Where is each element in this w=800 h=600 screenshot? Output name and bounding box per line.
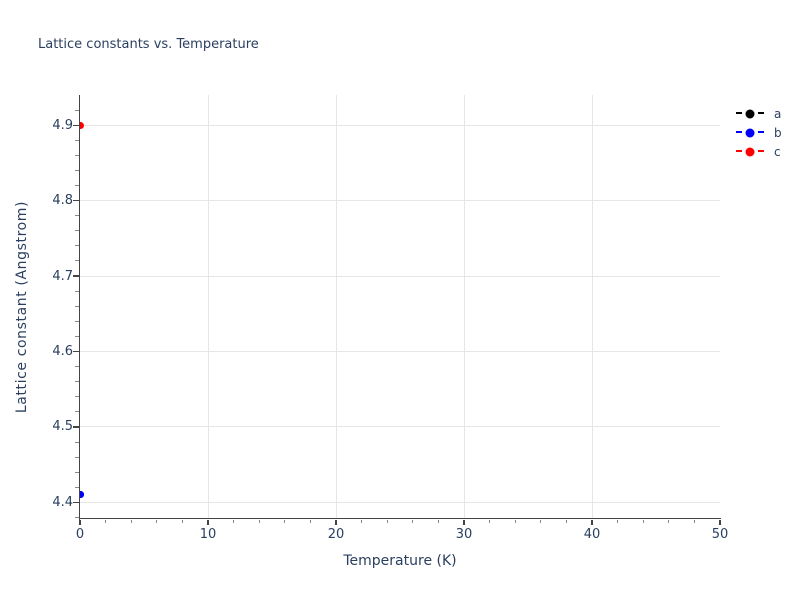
x-tick-label-0: 0: [75, 527, 85, 542]
y-minor-tick-4.88: [75, 139, 79, 141]
x-minor-tick-46: [668, 519, 670, 523]
y-tick-4.7: [73, 275, 79, 277]
x-tick-50: [719, 519, 721, 525]
x-tick-10: [207, 519, 209, 525]
x-tick-label-20: 20: [327, 527, 345, 542]
x-tick-40: [591, 519, 593, 525]
gridline-y-4.5: [80, 426, 720, 428]
legend-marker-dot-icon: [745, 147, 755, 156]
y-minor-tick-4.68: [75, 290, 79, 292]
y-minor-tick-4.38: [75, 516, 79, 518]
gridline-y-4.7: [80, 275, 720, 277]
y-tick-4.4: [73, 501, 79, 504]
x-minor-tick-18: [309, 519, 311, 523]
y-minor-tick-4.54: [75, 396, 79, 398]
legend-label-c: c: [774, 144, 781, 159]
x-minor-tick-24: [386, 519, 388, 523]
x-minor-tick-2: [105, 519, 107, 523]
data-point-c-0: [80, 121, 84, 129]
y-minor-tick-4.82: [75, 185, 79, 187]
x-tick-0: [79, 519, 81, 525]
y-minor-tick-4.84: [75, 169, 79, 171]
x-minor-tick-6: [156, 519, 158, 523]
gridline-y-4.8: [80, 200, 720, 202]
x-axis-title: Temperature (K): [343, 553, 457, 569]
x-minor-tick-36: [540, 519, 542, 523]
y-axis-line: [78, 95, 80, 520]
x-axis-line: [78, 518, 721, 520]
x-tick-label-40: 40: [583, 527, 601, 542]
x-minor-tick-48: [693, 519, 695, 523]
y-minor-tick-4.86: [75, 154, 79, 156]
legend-sample-a: [736, 109, 764, 118]
x-minor-tick-4: [130, 519, 132, 523]
x-minor-tick-28: [437, 519, 439, 523]
x-minor-tick-8: [181, 519, 183, 523]
x-minor-tick-44: [642, 519, 644, 523]
y-minor-tick-4.74: [75, 245, 79, 247]
legend-label-a: a: [774, 106, 782, 121]
legend-label-b: b: [774, 125, 782, 140]
y-minor-tick-4.62: [75, 335, 79, 337]
y-minor-tick-4.42: [75, 486, 79, 488]
gridline-x-20: [335, 95, 337, 519]
x-minor-tick-12: [233, 519, 235, 523]
legend-marker-dot-icon: [745, 109, 755, 118]
chart-title: Lattice constants vs. Temperature: [38, 37, 259, 52]
y-tick-4.5: [73, 426, 79, 428]
y-minor-tick-4.52: [75, 411, 79, 413]
x-tick-label-30: 30: [455, 527, 473, 542]
y-tick-label-4.9: 4.9: [52, 117, 73, 133]
data-point-b-0: [80, 491, 84, 499]
x-tick-20: [335, 519, 337, 525]
legend-item-b[interactable]: b: [736, 123, 782, 142]
y-tick-label-4.7: 4.7: [52, 268, 73, 284]
y-minor-tick-4.56: [75, 381, 79, 383]
gridline-x-30: [463, 95, 465, 519]
y-tick-4.6: [73, 350, 79, 353]
gridline-y-4.9: [80, 124, 720, 126]
y-tick-label-4.5: 4.5: [52, 419, 73, 435]
gridline-y-4.4: [80, 501, 720, 503]
y-minor-tick-4.48: [75, 441, 79, 443]
y-minor-tick-4.92: [75, 109, 79, 111]
y-minor-tick-4.72: [75, 260, 79, 262]
y-minor-tick-4.78: [75, 215, 79, 217]
x-minor-tick-14: [258, 519, 260, 523]
gridline-x-10: [207, 95, 209, 519]
x-tick-label-50: 50: [711, 527, 729, 542]
y-tick-label-4.6: 4.6: [52, 344, 73, 359]
y-tick-label-4.8: 4.8: [52, 193, 73, 209]
x-minor-tick-34: [514, 519, 516, 523]
x-minor-tick-38: [565, 519, 567, 523]
y-minor-tick-4.46: [75, 456, 79, 458]
y-tick-4.9: [73, 124, 79, 126]
x-minor-tick-16: [284, 519, 286, 523]
gridline-x-40: [591, 95, 593, 519]
y-tick-4.8: [73, 199, 79, 202]
gridline-y-4.6: [80, 351, 720, 352]
x-minor-tick-26: [412, 519, 414, 523]
y-minor-tick-4.66: [75, 305, 79, 307]
y-tick-label-4.4: 4.4: [52, 494, 73, 510]
x-tick-label-10: 10: [199, 527, 217, 542]
y-minor-tick-4.64: [75, 320, 79, 322]
y-axis-title: Lattice constant (Angstrom): [14, 200, 30, 414]
x-minor-tick-22: [361, 519, 363, 523]
y-minor-tick-4.76: [75, 230, 79, 232]
legend-item-c[interactable]: c: [736, 142, 782, 161]
y-minor-tick-4.58: [75, 366, 79, 368]
legend-sample-c: [736, 147, 764, 156]
plot-area: [80, 95, 720, 519]
legend-sample-b: [736, 128, 764, 137]
y-minor-tick-4.44: [75, 471, 79, 473]
legend-item-a[interactable]: a: [736, 104, 782, 123]
x-tick-30: [463, 519, 465, 525]
legend-marker-dot-icon: [745, 128, 755, 137]
x-minor-tick-32: [489, 519, 491, 523]
x-minor-tick-42: [617, 519, 619, 523]
